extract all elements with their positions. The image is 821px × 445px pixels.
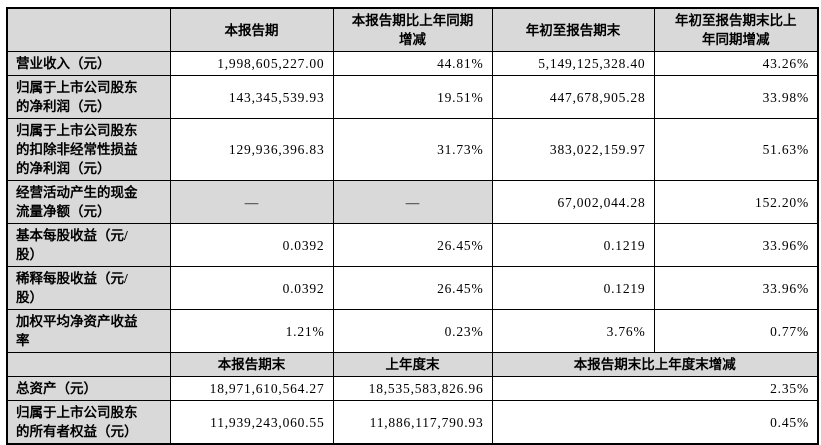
operating-cash-flow-yoy-change: — — [332, 180, 493, 224]
header-blank-cell — [6, 7, 171, 52]
table-row: 稀释每股收益（元/股） 0.0392 26.45% 0.1219 33.96% — [6, 266, 819, 310]
total-assets-change: 2.35% — [491, 376, 819, 401]
table-row: 基本每股收益（元/股） 0.0392 26.45% 0.1219 33.96% — [6, 223, 819, 267]
basic-eps-ytd-yoy-change: 33.96% — [653, 223, 819, 267]
row-label-equity: 归属于上市公司股东的所有者权益（元） — [6, 400, 171, 445]
row-label-net-profit: 归属于上市公司股东的净利润（元） — [6, 75, 171, 119]
equity-change: 0.45% — [491, 400, 819, 445]
table-header-row: 本报告期 本报告期比上年同期增减 年初至报告期末 年初至报告期末比上年同期增减 — [6, 7, 819, 52]
basic-eps-current-period: 0.0392 — [169, 223, 334, 267]
revenue-current-period: 1,998,605,227.00 — [169, 51, 334, 76]
deducted-net-profit-ytd: 383,022,159.97 — [491, 118, 655, 181]
revenue-ytd-yoy-change: 43.26% — [653, 51, 819, 76]
row-label-total-assets: 总资产（元） — [6, 376, 171, 401]
equity-end-of-last-year: 11,886,117,790.93 — [332, 400, 493, 445]
net-profit-ytd: 447,678,905.28 — [491, 75, 655, 119]
net-profit-current-period: 143,345,539.93 — [169, 75, 334, 119]
basic-eps-yoy-change: 26.45% — [332, 223, 493, 267]
table-row: 归属于上市公司股东的扣除非经常性损益的净利润（元） 129,936,396.83… — [6, 118, 819, 181]
row-label-operating-cash-flow: 经营活动产生的现金流量净额（元） — [6, 180, 171, 224]
header-ytd: 年初至报告期末 — [491, 7, 655, 52]
table-row: 营业收入（元） 1,998,605,227.00 44.81% 5,149,12… — [6, 51, 819, 76]
diluted-eps-ytd-yoy-change: 33.96% — [653, 266, 819, 310]
deducted-net-profit-yoy-change: 31.73% — [332, 118, 493, 181]
mid-header-end-of-last-year: 上年度末 — [332, 352, 493, 377]
financial-report-page: 本报告期 本报告期比上年同期增减 年初至报告期末 年初至报告期末比上年同期增减 … — [6, 7, 819, 445]
net-profit-ytd-yoy-change: 33.98% — [653, 75, 819, 119]
diluted-eps-yoy-change: 26.45% — [332, 266, 493, 310]
financial-summary-table: 本报告期 本报告期比上年同期增减 年初至报告期末 年初至报告期末比上年同期增减 … — [6, 7, 819, 445]
total-assets-end-of-period: 18,971,610,564.27 — [169, 376, 334, 401]
table-row: 加权平均净资产收益率 1.21% 0.23% 3.76% 0.77% — [6, 309, 819, 353]
weighted-roe-ytd-yoy-change: 0.77% — [653, 309, 819, 353]
row-label-deducted-net-profit: 归属于上市公司股东的扣除非经常性损益的净利润（元） — [6, 118, 171, 181]
table-row: 归属于上市公司股东的净利润（元） 143,345,539.93 19.51% 4… — [6, 75, 819, 119]
revenue-yoy-change: 44.81% — [332, 51, 493, 76]
row-label-revenue: 营业收入（元） — [6, 51, 171, 76]
equity-end-of-period: 11,939,243,060.55 — [169, 400, 334, 445]
operating-cash-flow-ytd-yoy-change: 152.20% — [653, 180, 819, 224]
header-current-period-yoy-change: 本报告期比上年同期增减 — [332, 7, 493, 52]
row-label-basic-eps: 基本每股收益（元/股） — [6, 223, 171, 267]
mid-header-blank-cell — [6, 352, 171, 377]
basic-eps-ytd: 0.1219 — [491, 223, 655, 267]
diluted-eps-ytd: 0.1219 — [491, 266, 655, 310]
header-current-period: 本报告期 — [169, 7, 334, 52]
total-assets-end-of-last-year: 18,535,583,826.96 — [332, 376, 493, 401]
weighted-roe-ytd: 3.76% — [491, 309, 655, 353]
net-profit-yoy-change: 19.51% — [332, 75, 493, 119]
table-mid-header-row: 本报告期末 上年度末 本报告期末比上年度末增减 — [6, 352, 819, 377]
diluted-eps-current-period: 0.0392 — [169, 266, 334, 310]
operating-cash-flow-ytd: 67,002,044.28 — [491, 180, 655, 224]
row-label-weighted-roe: 加权平均净资产收益率 — [6, 309, 171, 353]
weighted-roe-yoy-change: 0.23% — [332, 309, 493, 353]
operating-cash-flow-current-period: — — [169, 180, 334, 224]
table-row: 归属于上市公司股东的所有者权益（元） 11,939,243,060.55 11,… — [6, 400, 819, 445]
mid-header-change-vs-last-year-end: 本报告期末比上年度末增减 — [491, 352, 819, 377]
deducted-net-profit-ytd-yoy-change: 51.63% — [653, 118, 819, 181]
weighted-roe-current-period: 1.21% — [169, 309, 334, 353]
revenue-ytd: 5,149,125,328.40 — [491, 51, 655, 76]
row-label-diluted-eps: 稀释每股收益（元/股） — [6, 266, 171, 310]
deducted-net-profit-current-period: 129,936,396.83 — [169, 118, 334, 181]
header-ytd-yoy-change: 年初至报告期末比上年同期增减 — [653, 7, 819, 52]
table-row: 总资产（元） 18,971,610,564.27 18,535,583,826.… — [6, 376, 819, 401]
table-row: 经营活动产生的现金流量净额（元） — — 67,002,044.28 152.2… — [6, 180, 819, 224]
mid-header-end-of-period: 本报告期末 — [169, 352, 334, 377]
